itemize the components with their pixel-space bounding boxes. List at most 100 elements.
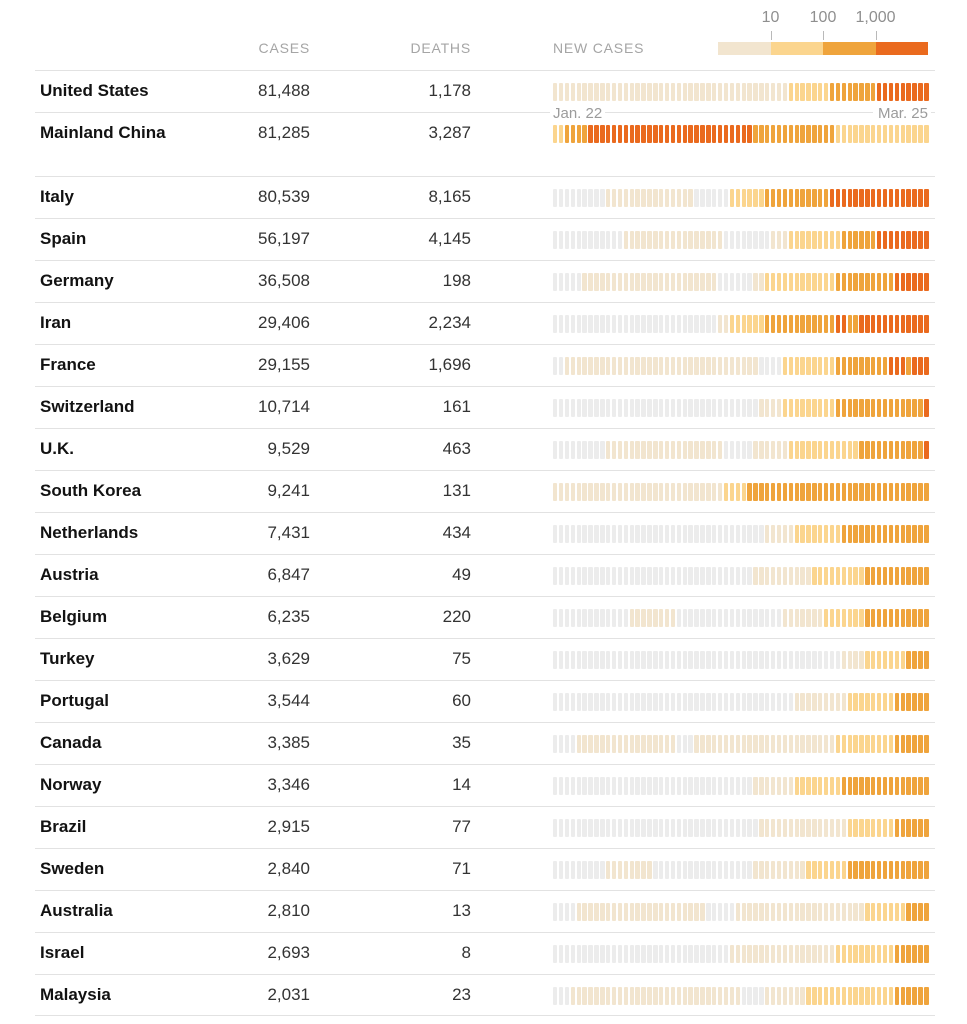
heatmap-day-cell (664, 399, 670, 417)
new-cases-heatmap (553, 273, 929, 291)
heatmap-day-cell (823, 861, 829, 879)
heatmap-day-cell (741, 777, 746, 795)
heatmap-day-cell (659, 231, 664, 249)
heatmap-day-cell (635, 273, 640, 291)
heatmap-day-cell (871, 357, 876, 375)
heatmap-day-cell (641, 125, 646, 143)
heatmap-day-cell (582, 735, 587, 753)
heatmap-day-cell (770, 483, 776, 501)
heatmap-day-cell (794, 231, 799, 249)
heatmap-day-cell (794, 861, 799, 879)
heatmap-day-cell (806, 861, 811, 879)
heatmap-day-cell (882, 903, 888, 921)
heatmap-day-cell (558, 777, 564, 795)
cases-value: 6,847 (267, 565, 310, 584)
heatmap-day-cell (676, 125, 682, 143)
heatmap-day-cell (841, 273, 847, 291)
heatmap-day-cell (747, 315, 752, 333)
heatmap-day-cell (635, 903, 640, 921)
heatmap-day-cell (876, 903, 882, 921)
table-row: U.K. 9,529 463 (35, 428, 935, 470)
heatmap-day-cell (606, 567, 611, 585)
heatmap-day-cell (924, 399, 929, 417)
heatmap-day-cell (659, 483, 664, 501)
deaths-value: 220 (442, 607, 471, 626)
heatmap-day-cell (723, 861, 729, 879)
heatmap-day-cell (676, 399, 682, 417)
heatmap-day-cell (853, 83, 858, 101)
heatmap-day-cell (806, 357, 811, 375)
heatmap-day-cell (853, 609, 858, 627)
heatmap-day-cell (582, 189, 587, 207)
heatmap-day-cell (782, 567, 788, 585)
heatmap-day-cell (859, 441, 864, 459)
heatmap-day-cell (823, 189, 829, 207)
cases-value: 36,508 (258, 271, 310, 290)
heatmap-day-cell (611, 987, 617, 1005)
cases-value: 2,693 (267, 943, 310, 962)
heatmap-day-cell (841, 357, 847, 375)
heatmap-day-cell (918, 357, 923, 375)
heatmap-day-cell (570, 83, 576, 101)
heatmap-day-cell (688, 693, 693, 711)
country-name: Sweden (40, 859, 105, 878)
heatmap-day-cell (570, 945, 576, 963)
heatmap-day-cell (876, 987, 882, 1005)
deaths-value: 198 (442, 271, 471, 290)
heatmap-day-cell (906, 231, 911, 249)
heatmap-day-cell (823, 987, 829, 1005)
heatmap-day-cell (700, 651, 705, 669)
heatmap-day-cell (794, 399, 799, 417)
heatmap-day-cell (723, 315, 729, 333)
country-name: Italy (40, 187, 75, 206)
heatmap-day-cell (788, 357, 794, 375)
heatmap-day-cell (717, 83, 723, 101)
heatmap-day-cell (611, 903, 617, 921)
cases-value: 6,235 (267, 607, 310, 626)
heatmap-day-cell (600, 357, 605, 375)
heatmap-day-cell (741, 189, 746, 207)
heatmap-day-cell (871, 693, 876, 711)
heatmap-day-cell (765, 735, 770, 753)
heatmap-day-cell (647, 125, 652, 143)
heatmap-day-cell (553, 273, 558, 291)
heatmap-day-cell (700, 735, 705, 753)
heatmap-day-cell (570, 735, 576, 753)
heatmap-day-cell (641, 315, 646, 333)
heatmap-day-cell (676, 315, 682, 333)
heatmap-day-cell (629, 315, 634, 333)
heatmap-day-cell (664, 273, 670, 291)
heatmap-day-cell (694, 357, 699, 375)
table-row: France 29,155 1,696 (35, 344, 935, 386)
table-row: Israel 2,693 8 (35, 932, 935, 974)
heatmap-day-cell (588, 987, 593, 1005)
heatmap-day-cell (706, 125, 711, 143)
legend-color-bar (718, 42, 928, 55)
heatmap-day-cell (918, 315, 923, 333)
new-cases-heatmap (553, 315, 929, 333)
heatmap-day-cell (558, 525, 564, 543)
heatmap-day-cell (747, 441, 752, 459)
heatmap-day-cell (829, 399, 835, 417)
heatmap-day-cell (629, 483, 634, 501)
heatmap-day-cell (782, 273, 788, 291)
heatmap-day-cell (706, 483, 711, 501)
heatmap-day-cell (770, 651, 776, 669)
heatmap-day-cell (635, 125, 640, 143)
country-name: France (40, 355, 96, 374)
heatmap-day-cell (706, 609, 711, 627)
new-cases-heatmap (553, 525, 929, 543)
heatmap-day-cell (717, 441, 723, 459)
heatmap-day-cell (611, 651, 617, 669)
heatmap-day-cell (588, 483, 593, 501)
heatmap-day-cell (888, 609, 894, 627)
heatmap-day-cell (723, 567, 729, 585)
heatmap-day-cell (647, 399, 652, 417)
new-cases-heatmap (553, 945, 929, 963)
heatmap-day-cell (871, 273, 876, 291)
heatmap-day-cell (759, 399, 764, 417)
heatmap-day-cell (688, 819, 693, 837)
heatmap-day-cell (776, 189, 782, 207)
heatmap-day-cell (558, 609, 564, 627)
heatmap-day-cell (847, 483, 852, 501)
